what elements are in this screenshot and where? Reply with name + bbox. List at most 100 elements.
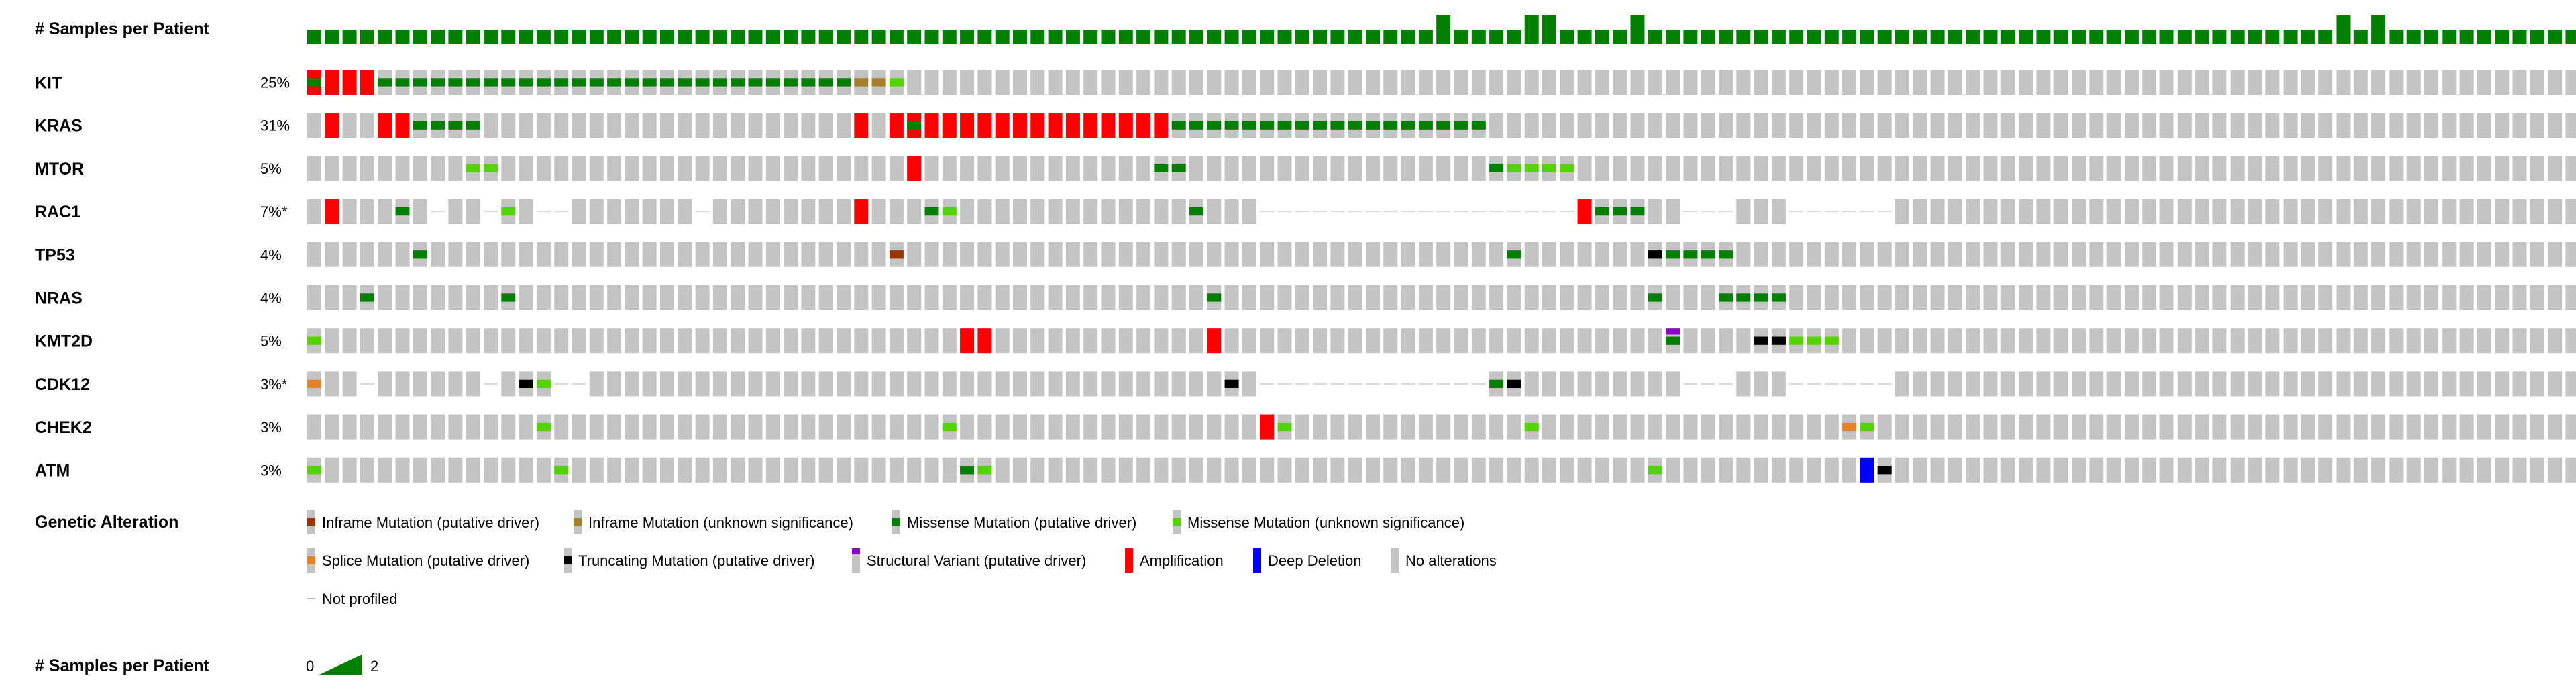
- cell-no-alteration: [2230, 242, 2245, 267]
- cell-mutation-trunc: [1507, 379, 1521, 388]
- cell-no-alteration: [1224, 199, 1239, 224]
- cell-no-alteration: [1454, 328, 1468, 354]
- cell-no-alteration: [1507, 328, 1521, 354]
- cell-no-alteration: [924, 285, 939, 310]
- cell-no-alteration: [1683, 285, 1698, 310]
- cell-no-alteration: [342, 328, 357, 354]
- cell-no-alteration: [1947, 156, 1962, 181]
- cell-no-alteration: [2283, 113, 2298, 138]
- samples-bar: [395, 30, 410, 44]
- cell-mutation-miss_u: [307, 336, 321, 345]
- cell-no-alteration: [1577, 70, 1592, 95]
- cell-no-alteration: [1947, 414, 1962, 440]
- cell-no-alteration: [572, 328, 586, 354]
- samples-bar: [801, 30, 816, 44]
- cell-no-alteration: [2424, 113, 2438, 138]
- cell-no-alteration: [1242, 328, 1256, 354]
- cell-no-alteration: [1189, 371, 1203, 397]
- cell-no-alteration: [2036, 414, 2051, 440]
- cell-mutation-miss_u: [536, 379, 551, 388]
- samples-bar: [325, 30, 339, 44]
- cell-no-alteration: [1807, 156, 1821, 181]
- cell-no-alteration: [2053, 371, 2068, 397]
- cell-no-alteration: [2424, 457, 2438, 483]
- cell-no-alteration: [2300, 371, 2315, 397]
- cell-no-alteration: [1877, 242, 1892, 267]
- cell-mutation-miss_d: [1330, 121, 1345, 130]
- cell-no-alteration: [801, 457, 816, 483]
- cell-no-alteration: [2265, 156, 2280, 181]
- cell-no-alteration: [2459, 113, 2474, 138]
- cell-amplification: [1030, 113, 1045, 138]
- cell-no-alteration: [360, 414, 374, 440]
- cell-no-alteration: [1947, 328, 1962, 354]
- cell-no-alteration: [2159, 285, 2174, 310]
- cell-no-alteration: [2565, 156, 2576, 181]
- cell-amplification: [342, 70, 357, 95]
- cell-no-alteration: [924, 70, 939, 95]
- cell-amplification: [924, 113, 939, 138]
- cell-no-alteration: [413, 328, 427, 354]
- cell-no-alteration: [1471, 457, 1486, 483]
- cell-no-alteration: [907, 328, 922, 354]
- cell-no-alteration: [907, 371, 922, 397]
- cell-no-alteration: [695, 156, 710, 181]
- cell-no-alteration: [1983, 70, 1998, 95]
- cell-mutation-miss_d: [1313, 121, 1328, 130]
- cell-no-alteration: [1542, 113, 1556, 138]
- cell-no-alteration: [1807, 414, 1821, 440]
- cell-no-alteration: [2265, 199, 2280, 224]
- cell-mutation-miss_u: [466, 164, 480, 172]
- gene-percent: 3%*: [260, 376, 288, 393]
- cell-no-alteration: [818, 285, 833, 310]
- cell-no-alteration: [1242, 457, 1256, 483]
- cell-no-alteration: [731, 199, 745, 224]
- cell-mutation-miss_u: [484, 164, 498, 172]
- cell-no-alteration: [1065, 414, 1080, 440]
- cell-no-alteration: [1471, 70, 1486, 95]
- cell-mutation-miss_d: [1207, 293, 1222, 302]
- cell-no-alteration: [1913, 70, 1927, 95]
- cell-no-alteration: [1630, 285, 1645, 310]
- cell-no-alteration: [2442, 70, 2457, 95]
- cell-no-alteration: [924, 328, 939, 354]
- cell-no-alteration: [2353, 70, 2368, 95]
- cell-no-alteration: [1524, 285, 1539, 310]
- cell-no-alteration: [837, 113, 851, 138]
- samples-bar: [1719, 30, 1733, 44]
- cell-no-alteration: [625, 371, 639, 397]
- cell-mutation-miss_d: [536, 78, 551, 87]
- cell-no-alteration: [1895, 457, 1909, 483]
- cell-no-alteration: [2442, 199, 2457, 224]
- cell-no-alteration: [1260, 242, 1275, 267]
- cell-no-alteration: [1154, 328, 1169, 354]
- cell-no-alteration: [2389, 414, 2404, 440]
- cell-no-alteration: [731, 285, 745, 310]
- cell-no-alteration: [854, 156, 869, 181]
- cell-no-alteration: [1754, 113, 1768, 138]
- cell-amplification: [960, 113, 975, 138]
- cell-no-alteration: [2530, 156, 2544, 181]
- cell-no-alteration: [2371, 457, 2386, 483]
- cell-no-alteration: [2265, 113, 2280, 138]
- cell-no-alteration: [2406, 156, 2421, 181]
- samples-bar: [1877, 30, 1892, 44]
- cell-no-alteration: [2424, 285, 2438, 310]
- cell-no-alteration: [1189, 70, 1203, 95]
- cell-no-alteration: [1013, 285, 1027, 310]
- cell-no-alteration: [1083, 70, 1098, 95]
- cell-no-alteration: [2336, 113, 2351, 138]
- cell-no-alteration: [1171, 199, 1186, 224]
- cell-no-alteration: [607, 328, 622, 354]
- cell-no-alteration: [1171, 242, 1186, 267]
- cell-no-alteration: [1083, 156, 1098, 181]
- cell-no-alteration: [625, 457, 639, 483]
- cell-no-alteration: [1807, 242, 1821, 267]
- cell-no-alteration: [360, 242, 374, 267]
- cell-mutation-miss_d: [1277, 121, 1292, 130]
- samples-bar: [448, 30, 463, 44]
- samples-bar: [1807, 30, 1821, 44]
- cell-no-alteration: [2159, 371, 2174, 397]
- cell-no-alteration: [2195, 414, 2210, 440]
- cell-no-alteration: [342, 414, 357, 440]
